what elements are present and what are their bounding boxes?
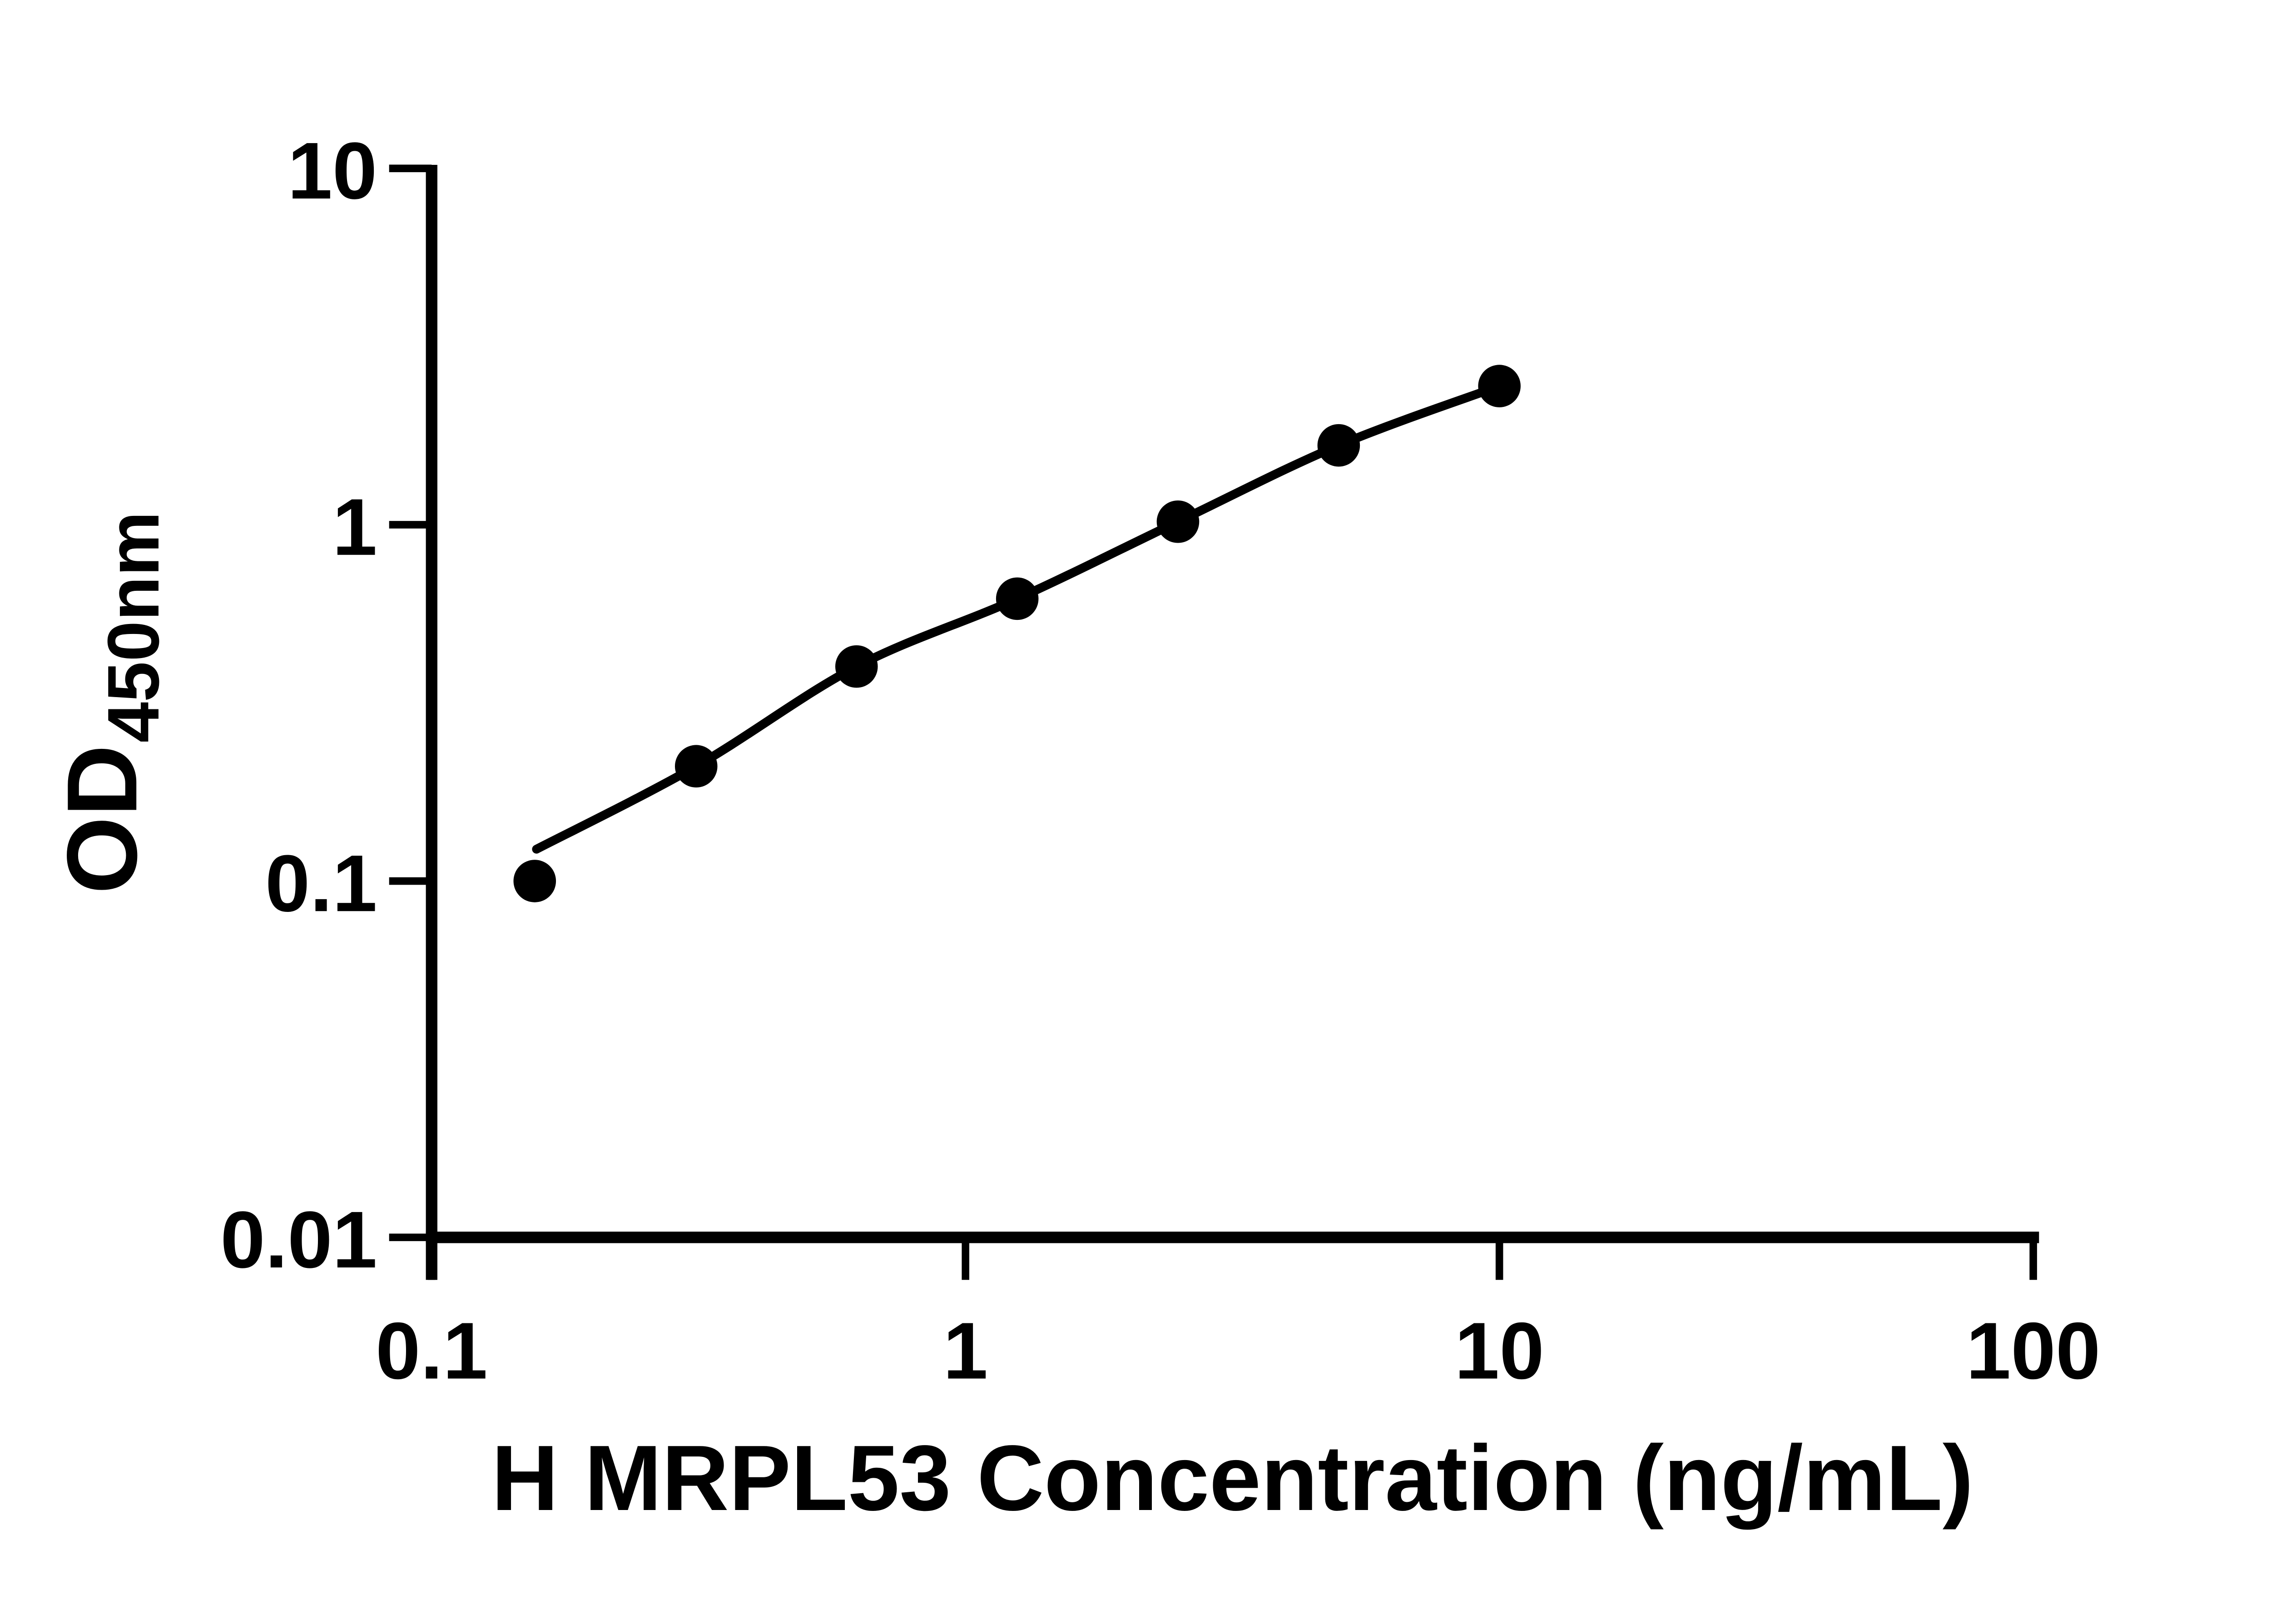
data-point-marker <box>1156 500 1200 543</box>
y-axis-title-sub: 450nm <box>93 511 174 743</box>
x-axis-title: H MRPL53 Concentration (ng/mL) <box>491 1426 1973 1530</box>
data-point-marker <box>1478 365 1521 407</box>
data-point-marker <box>674 745 718 788</box>
x-tick-label: 0.1 <box>376 1306 488 1396</box>
x-tick-label: 100 <box>1966 1306 2101 1396</box>
y-axis-title-main: OD <box>46 745 158 894</box>
y-tick-label: 10 <box>288 125 377 216</box>
data-point-marker <box>835 645 878 688</box>
data-point-marker <box>996 577 1039 620</box>
y-axis-title: OD 450nm <box>46 511 174 894</box>
x-tick-label: 1 <box>943 1306 988 1396</box>
y-tick-label: 1 <box>332 482 377 572</box>
data-point-marker <box>1317 424 1360 467</box>
plot-area: 10 1 0.1 0.01 0.1 1 10 100 <box>220 125 2100 1396</box>
data-point-marker <box>513 860 556 902</box>
y-tick-label: 0.1 <box>265 838 377 928</box>
y-tick-label: 0.01 <box>220 1194 377 1285</box>
x-tick-label: 10 <box>1455 1306 1544 1396</box>
